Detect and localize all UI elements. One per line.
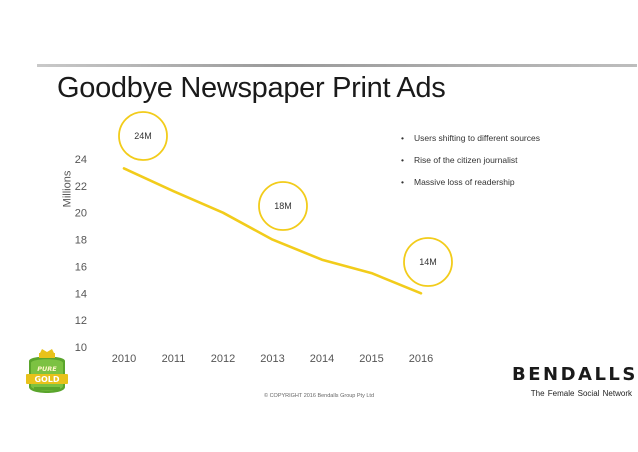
x-tick-label: 2016	[409, 353, 433, 365]
annotation-label: 24M	[134, 131, 152, 141]
y-axis-label: Millions	[61, 170, 74, 208]
series-line	[122, 167, 423, 295]
annotation-label: 14M	[419, 257, 437, 267]
x-tick-label: 2015	[359, 353, 383, 365]
y-tick-label: 12	[75, 315, 87, 327]
bullet-list: Users shifting to different sources Rise…	[400, 133, 540, 199]
x-tick-label: 2014	[310, 353, 334, 365]
pure-gold-badge: PURE GOLD	[26, 349, 68, 393]
y-tick-label: 18	[75, 235, 87, 247]
annotations: 24M 18M 14M	[118, 111, 453, 287]
y-tick-label: 14	[75, 288, 87, 300]
brand: BENDALLS The Female Social Network	[512, 364, 638, 398]
x-axis-ticks: 2010 2011 2012 2013 2014 2015 2016	[112, 353, 433, 365]
x-tick-label: 2011	[162, 353, 186, 365]
y-axis-ticks: 10 12 14 16 18 20 22 24	[75, 154, 87, 354]
page-title: Goodbye Newspaper Print Ads	[57, 72, 446, 104]
y-tick-label: 16	[75, 261, 87, 273]
title-rule	[37, 64, 637, 67]
bullet-item: Massive loss of readership	[400, 177, 540, 199]
y-tick-label: 22	[75, 181, 87, 193]
bullet-item: Users shifting to different sources	[400, 133, 540, 155]
y-tick-label: 10	[75, 342, 87, 354]
badge-main-text: GOLD	[34, 375, 59, 384]
copyright-notice: © COPYRIGHT 2016 Bendalls Group Pty Ltd	[263, 393, 375, 399]
bullet-item: Rise of the citizen journalist	[400, 155, 540, 177]
badge-top-text: PURE	[37, 365, 57, 373]
annotation-circle	[403, 237, 453, 287]
brand-logo: BENDALLS	[512, 364, 638, 385]
brand-tagline: The Female Social Network	[530, 389, 632, 398]
annotation-circle	[258, 181, 308, 231]
y-tick-label: 24	[75, 154, 87, 166]
annotation-label: 18M	[274, 201, 292, 211]
y-tick-label: 20	[75, 208, 87, 220]
x-tick-label: 2010	[112, 353, 136, 365]
annotation-circle	[118, 111, 168, 161]
x-tick-label: 2012	[211, 353, 235, 365]
x-tick-label: 2013	[260, 353, 284, 365]
